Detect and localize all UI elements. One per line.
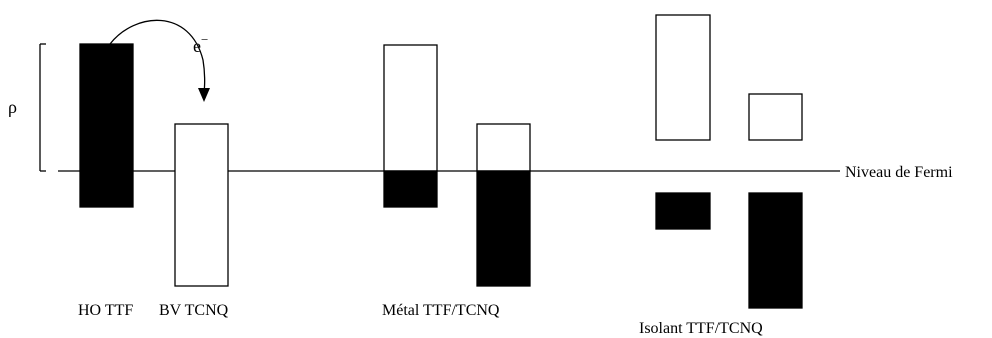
metal-label: Métal TTF/TCNQ: [382, 302, 500, 319]
isolant-ttf-band-empty: [655, 14, 711, 141]
bv-tcnq-band: [174, 123, 229, 287]
fermi-level-label: Niveau de Fermi: [845, 164, 953, 181]
electron-charge: −: [201, 32, 208, 47]
rho-label: ρ: [8, 97, 17, 117]
electron-transfer-arrow: [109, 19, 206, 93]
metal-tcnq-band-empty: [476, 123, 531, 172]
isolant-tcnq-band-empty: [748, 93, 803, 141]
ho-ttf-label: HO TTF: [78, 302, 133, 319]
isolant-ttf-band-filled: [655, 192, 711, 230]
rho-bracket: [39, 43, 46, 172]
metal-ttf-band-empty: [383, 44, 438, 172]
metal-ttf-band-filled: [383, 170, 438, 208]
electron-label: e−: [193, 32, 208, 56]
electron-symbol: e: [193, 36, 201, 56]
ho-ttf-band: [79, 43, 134, 208]
isolant-tcnq-band-filled: [748, 192, 803, 309]
electron-arrowhead: [198, 88, 210, 102]
metal-tcnq-band-filled: [476, 170, 531, 287]
bv-tcnq-label: BV TCNQ: [159, 302, 229, 319]
isolant-label: Isolant TTF/TCNQ: [639, 320, 763, 337]
